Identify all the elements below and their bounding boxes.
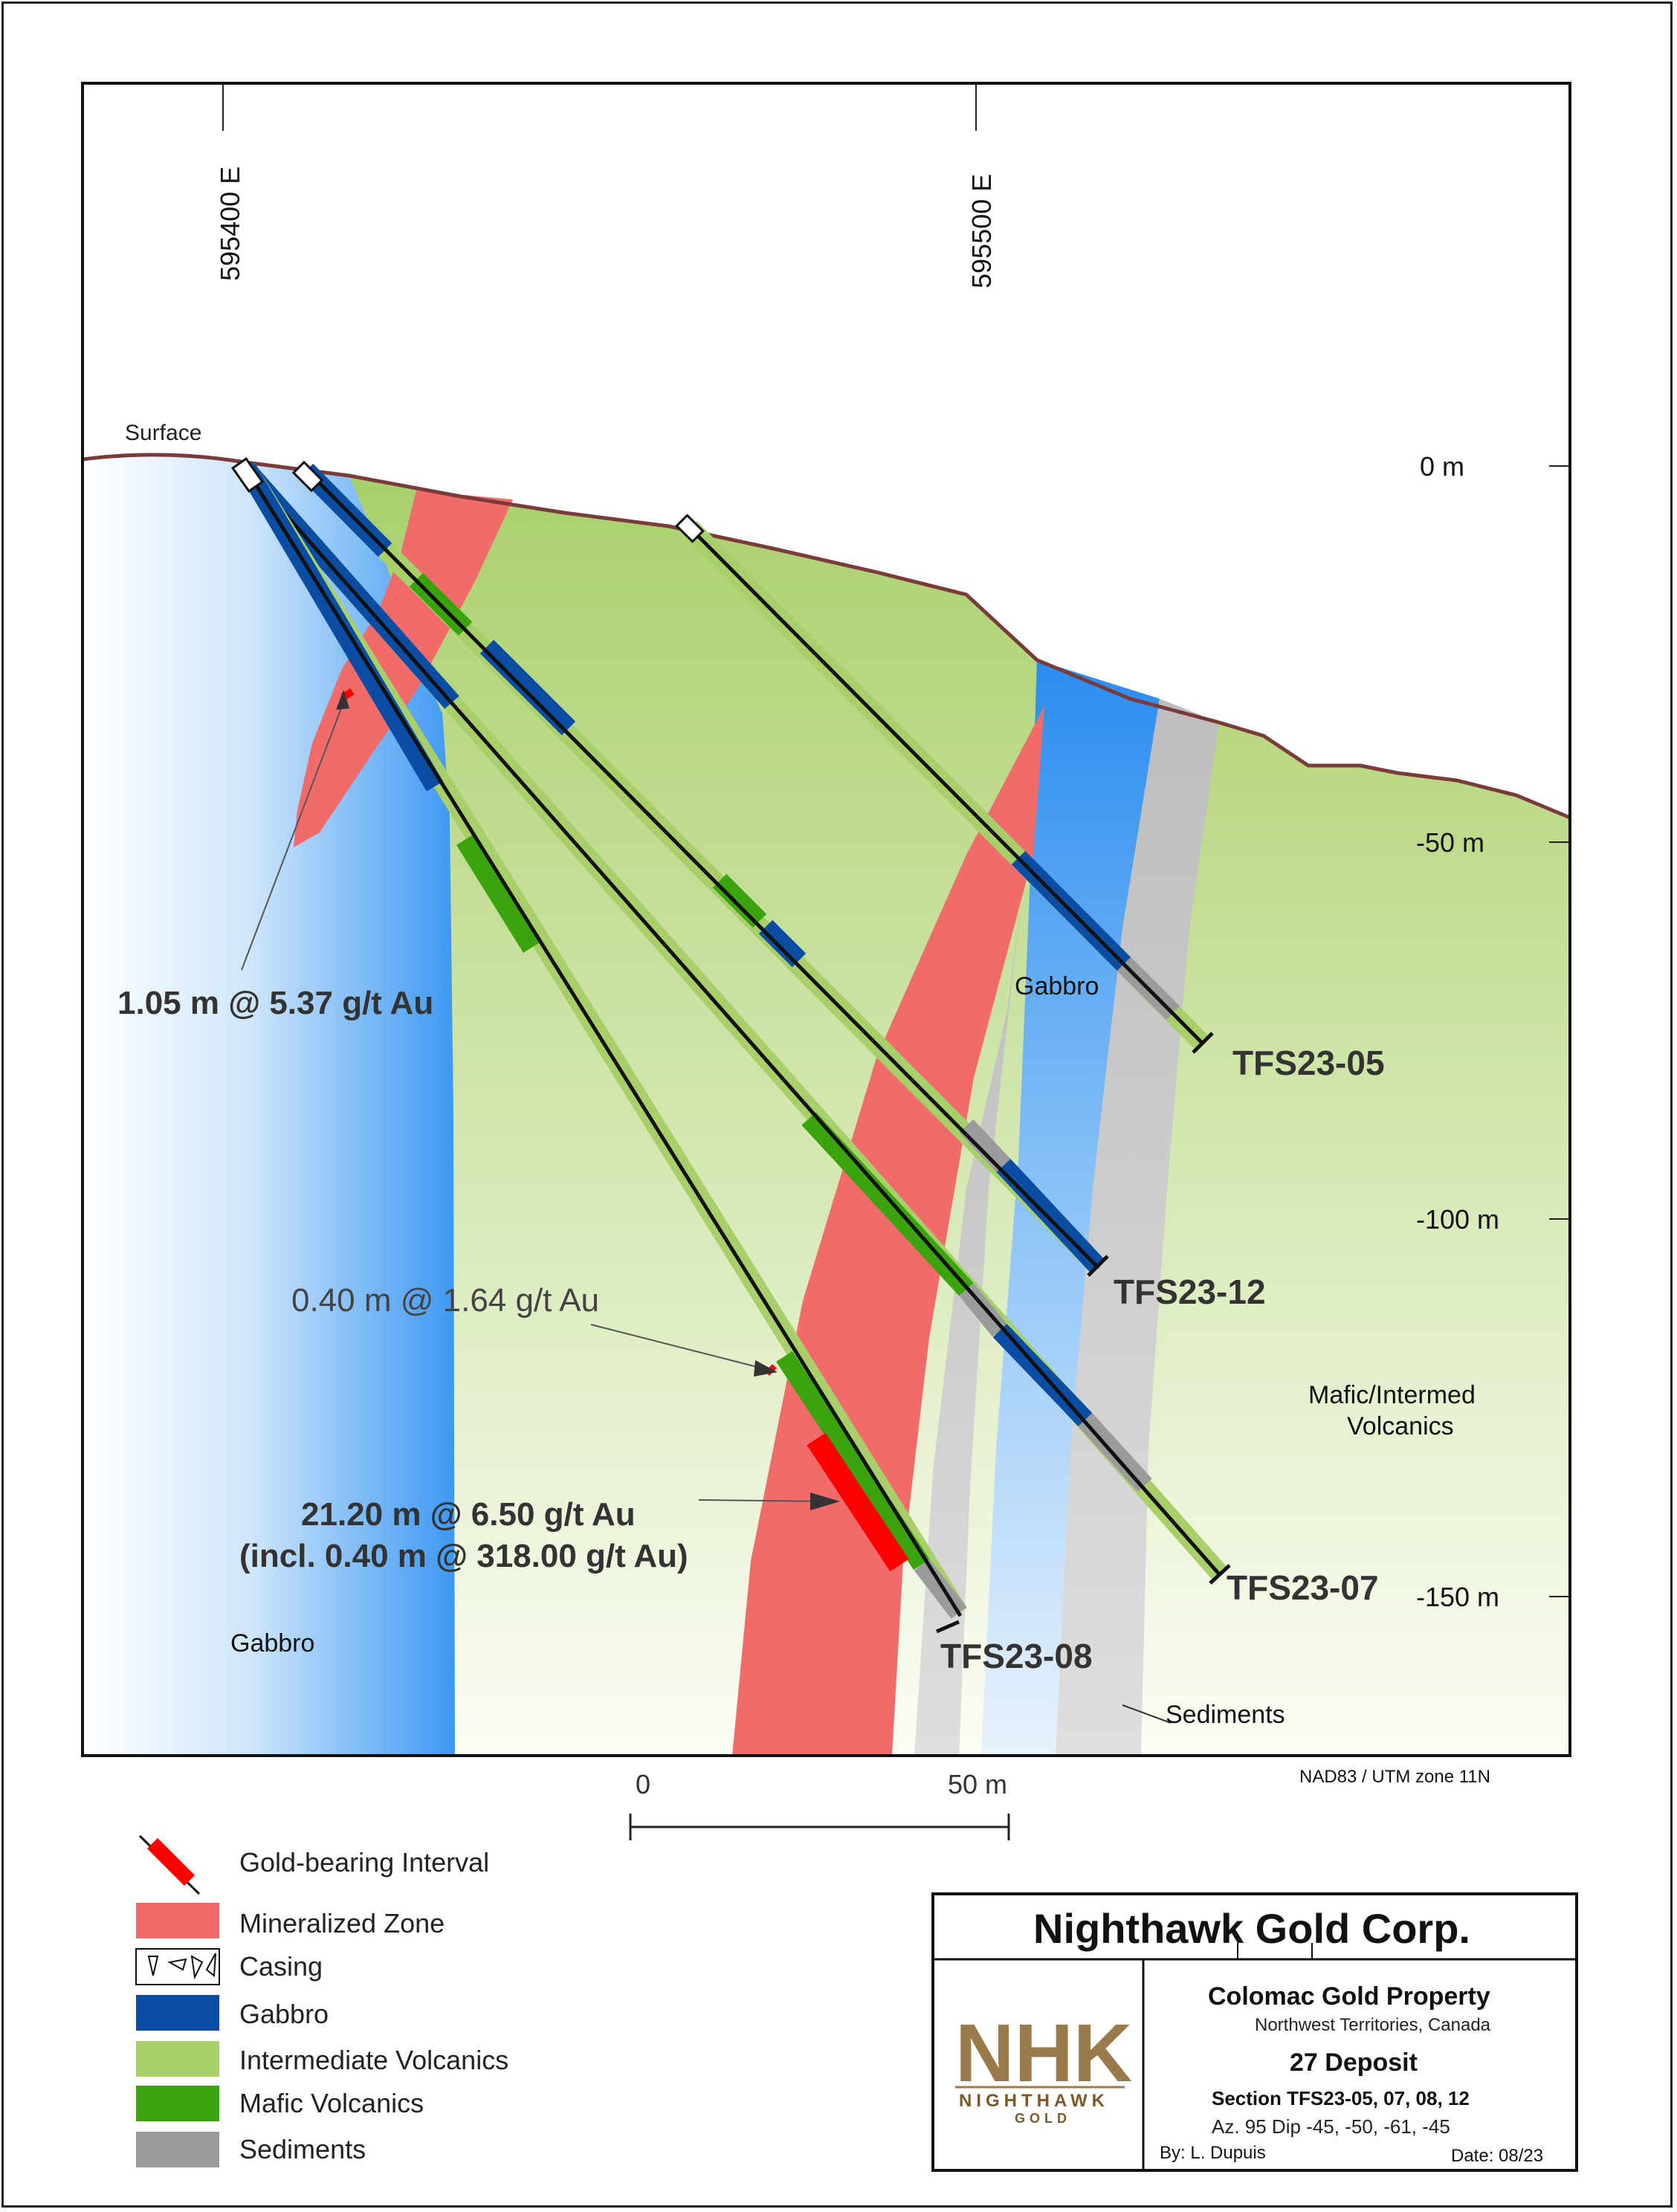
sediments-west-band xyxy=(914,892,1022,1756)
elevation-label-150: -150 m xyxy=(1416,1582,1499,1612)
sediments-east-band xyxy=(1056,699,1219,1756)
map-date: Date: 08/23 xyxy=(1451,2146,1543,2166)
mineralized-zone-upper xyxy=(294,491,513,847)
legend-gold-symbol xyxy=(146,1837,196,1886)
company-name: Nighthawk Gold Corp. xyxy=(1033,1905,1470,1952)
title-block: Nighthawk Gold Corp. NHK NIGHTHAWK GOLD … xyxy=(931,1892,1578,2172)
hole-orientation: Az. 95 Dip -45, -50, -61, -45 xyxy=(1212,2115,1450,2138)
legend-label-gold: Gold-bearing Interval xyxy=(239,1847,489,1878)
grid-ticks xyxy=(222,83,1570,1597)
legend-label-mineralized: Mineralized Zone xyxy=(239,1908,445,1938)
hole-label-tfs23-05: TFS23-05 xyxy=(1232,1044,1385,1082)
scale-start-label: 0 xyxy=(636,1769,650,1799)
elevation-label-0: 0 m xyxy=(1420,451,1464,482)
intercept-label-b: 0.40 m @ 1.64 g/t Au xyxy=(291,1282,599,1319)
gabbro-west-unit xyxy=(83,454,455,1756)
drill-hole-tfs23-12 xyxy=(299,463,1109,1277)
legend-swatch-sediments xyxy=(136,2132,219,2167)
scale-bar: 0 50 m xyxy=(629,1769,1010,1840)
logo-wordmark: NIGHTHAWK xyxy=(959,2091,1109,2111)
gabbro-label-east: Gabbro xyxy=(1015,972,1099,1000)
sediments-label: Sediments xyxy=(1166,1701,1285,1729)
deposit-name: 27 Deposit xyxy=(1290,2048,1418,2077)
legend: Gold-bearing Interval Mineralized Zone C… xyxy=(135,1834,508,2167)
logo-sub: GOLD xyxy=(1015,2111,1071,2126)
mafic-label-line2: Volcanics xyxy=(1347,1412,1454,1440)
projection-label: NAD83 / UTM zone 11N xyxy=(1299,1767,1490,1787)
map-frame xyxy=(81,82,1571,1757)
elevation-label-50: -50 m xyxy=(1416,827,1484,858)
drill-hole-tfs23-05 xyxy=(682,520,1214,1054)
section-name: Section TFS23-05, 07, 08, 12 xyxy=(1212,2087,1470,2109)
property-region: Northwest Territories, Canada xyxy=(1255,2015,1491,2035)
elevation-label-100: -100 m xyxy=(1416,1204,1499,1235)
casing-symbols xyxy=(231,457,705,543)
intercept-leaders xyxy=(241,690,1172,1724)
legend-label-mafic: Mafic Volcanics xyxy=(239,2088,424,2118)
mafic-label-line1: Mafic/Intermed xyxy=(1308,1381,1476,1409)
author: By: L. Dupuis xyxy=(1160,2143,1266,2163)
intercept-label-c1: 21.20 m @ 6.50 g/t Au xyxy=(301,1496,636,1533)
casing-pattern-icon xyxy=(147,1953,216,1980)
easting-label-2: 595500 E xyxy=(966,174,997,288)
mafic-volcanics-east-unit xyxy=(1145,722,1570,1756)
legend-swatch-mineralized xyxy=(136,1903,219,1938)
gabbro-label-west: Gabbro xyxy=(230,1629,314,1658)
drill-hole-tfs23-08 xyxy=(238,463,968,1634)
surface-label: Surface xyxy=(125,421,201,445)
legend-label-gabbro: Gabbro xyxy=(239,1999,329,2029)
legend-label-sediments: Sediments xyxy=(239,2134,366,2164)
intercept-label-c2: (incl. 0.40 m @ 318.00 g/t Au) xyxy=(239,1538,688,1574)
scale-end-label: 50 m xyxy=(948,1769,1007,1799)
hole-label-tfs23-12: TFS23-12 xyxy=(1114,1272,1266,1311)
legend-swatch-intermediate xyxy=(136,2041,219,2077)
property-name: Colomac Gold Property xyxy=(1208,1982,1490,2011)
intercept-label-a: 1.05 m @ 5.37 g/t Au xyxy=(117,985,433,1021)
nhk-logo-mark: NHK xyxy=(955,2008,1132,2099)
legend-swatch-gabbro xyxy=(136,1995,219,2031)
gabbro-dike-east xyxy=(981,660,1160,1756)
hole-label-tfs23-08: TFS23-08 xyxy=(940,1637,1093,1675)
legend-label-casing: Casing xyxy=(239,1951,323,1982)
legend-label-intermediate: Intermediate Volcanics xyxy=(239,2045,508,2075)
legend-swatch-mafic xyxy=(136,2086,219,2121)
nighthawk-logo: NHK NIGHTHAWK GOLD xyxy=(955,2008,1132,2126)
hole-label-tfs23-07: TFS23-07 xyxy=(1227,1568,1379,1607)
easting-label-1: 595400 E xyxy=(215,166,245,281)
